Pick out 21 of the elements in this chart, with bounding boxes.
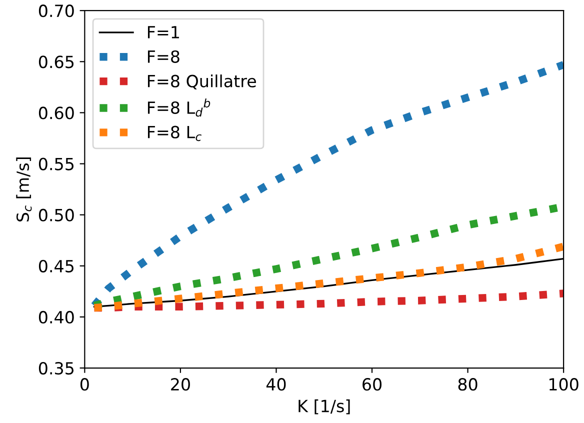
y-tick-label: 0.65 <box>38 56 74 68</box>
y-tick-label: 0.70 <box>38 4 74 18</box>
y-tick-label: 0.40 <box>38 310 74 324</box>
legend-label: F=8 <box>148 50 180 63</box>
x-tick-label: 40 <box>266 378 286 391</box>
legend-label: F=8 L$_{d}$$^{b}$ <box>148 98 210 117</box>
y-axis-title: S$_{c}$ [m/s] <box>16 158 32 222</box>
x-axis-title: K [1/s] <box>298 399 350 414</box>
x-tick-label: 0 <box>80 378 89 391</box>
y-tick-label: 0.50 <box>38 208 74 222</box>
x-tick-label: 100 <box>549 378 578 391</box>
y-tick-label: 0.55 <box>38 158 74 170</box>
x-tick-label: 80 <box>458 378 478 391</box>
y-tick-label: 0.60 <box>38 106 74 120</box>
legend-label: F=8 L$_{c}$ <box>148 126 202 142</box>
x-tick-label: 20 <box>171 378 190 391</box>
y-tick-label: 0.35 <box>38 362 74 375</box>
legend-label: F=1 <box>148 26 179 38</box>
legend-label: F=8 Quillatre <box>148 74 256 90</box>
x-tick-label: 60 <box>362 378 382 391</box>
y-tick-label: 0.45 <box>38 260 74 272</box>
